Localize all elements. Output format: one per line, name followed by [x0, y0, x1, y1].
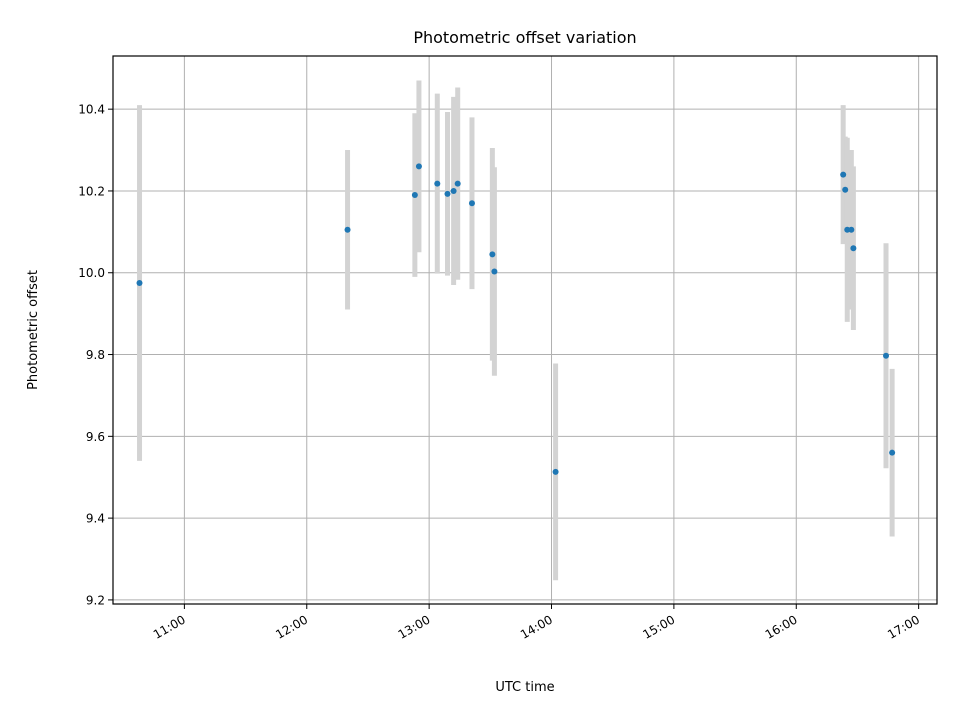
- y-tick-label: 9.8: [86, 348, 105, 362]
- data-point: [842, 186, 849, 193]
- data-point: [491, 268, 498, 275]
- y-tick-label: 9.4: [86, 512, 105, 526]
- y-axis-label: Photometric offset: [26, 270, 41, 390]
- data-point: [454, 180, 461, 187]
- chart-title: Photometric offset variation: [413, 28, 636, 47]
- data-point: [450, 187, 457, 194]
- data-point: [344, 226, 351, 233]
- data-point: [136, 279, 143, 286]
- grid-lines: [113, 56, 937, 604]
- data-point: [411, 192, 418, 199]
- y-tick-label: 10.2: [78, 184, 105, 198]
- x-axis-label: UTC time: [495, 680, 554, 695]
- y-tick-label: 10.0: [78, 266, 105, 280]
- data-point: [850, 245, 857, 252]
- y-tick-label: 9.6: [86, 430, 105, 444]
- y-tick-label: 9.2: [86, 593, 105, 607]
- data-point: [848, 226, 855, 233]
- data-point: [889, 449, 896, 456]
- plot-frame: [112, 55, 938, 605]
- data-point: [552, 468, 559, 475]
- data-point: [883, 352, 890, 359]
- data-points: [136, 163, 896, 475]
- y-tick-label: 10.4: [78, 103, 105, 117]
- data-point: [444, 190, 451, 197]
- data-point: [468, 200, 475, 207]
- data-point: [840, 171, 847, 178]
- y-axis: 9.2 9.4 9.6 9.8 10.0 10.2 10.4: [78, 103, 113, 607]
- data-point: [489, 251, 496, 258]
- data-point: [415, 163, 422, 170]
- data-point: [434, 180, 441, 187]
